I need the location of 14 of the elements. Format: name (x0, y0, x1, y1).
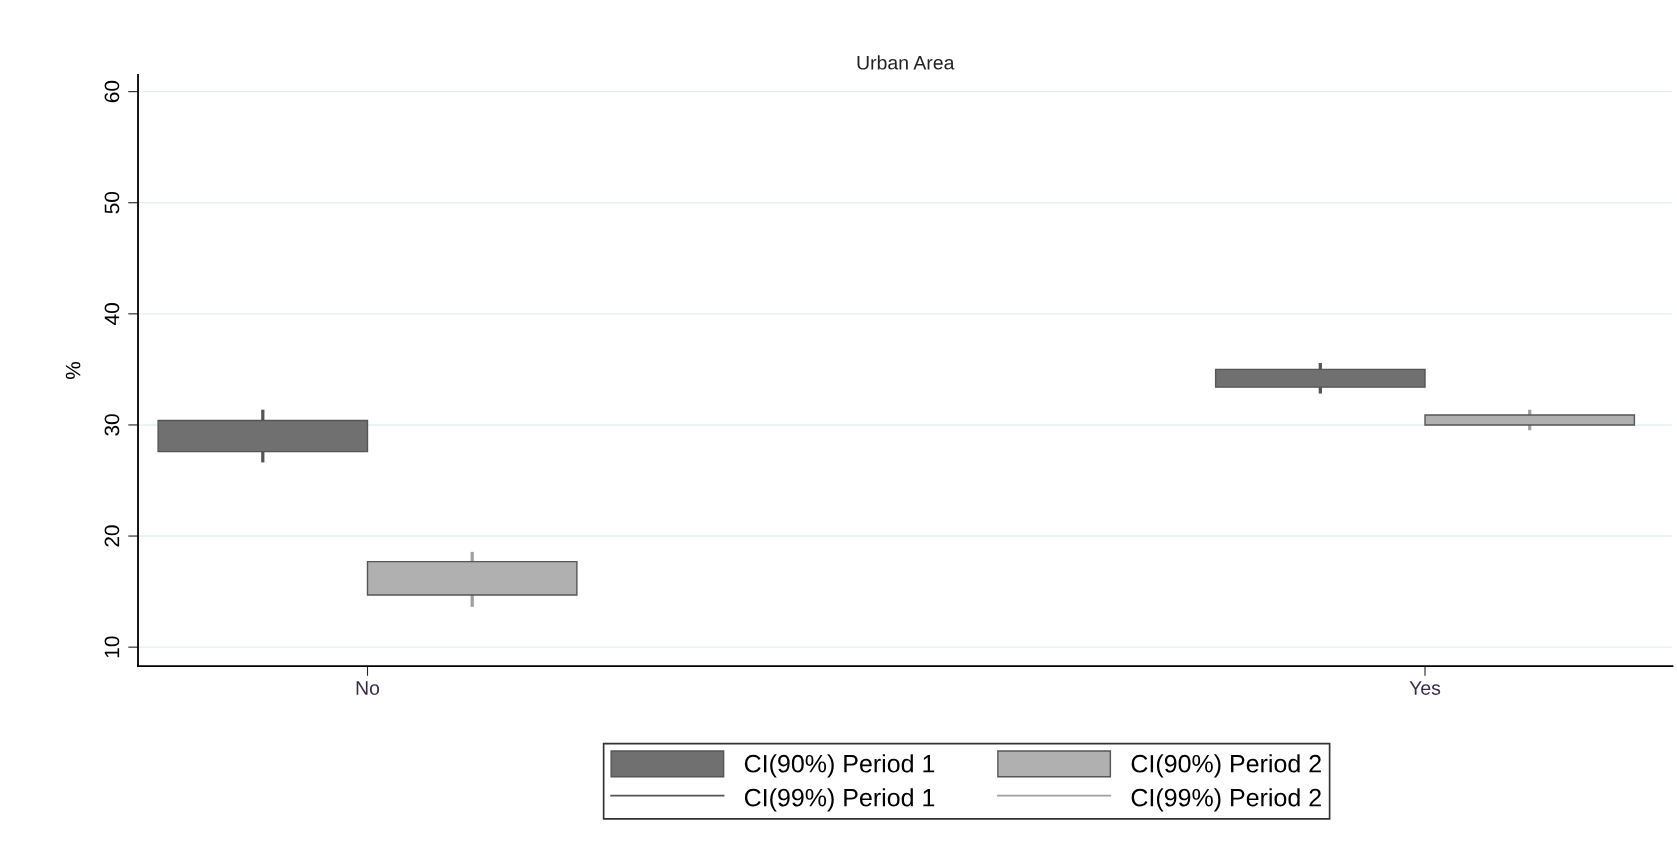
legend-label: CI(90%) Period 2 (1131, 754, 1321, 778)
legend-label: CI(99%) Period 1 (744, 788, 935, 812)
y-tick-label: 20 (104, 525, 120, 547)
y-tick-label: 30 (104, 414, 120, 436)
y-tick-label: 50 (104, 191, 120, 214)
y-tick-label: 10 (104, 636, 120, 658)
legend-label: CI(99%) Period 2 (1131, 788, 1321, 812)
y-tick-label: 60 (104, 80, 120, 103)
x-tick-label: Yes (1409, 681, 1441, 695)
y-axis-title: % (65, 361, 81, 380)
x-tick-label: No (356, 681, 380, 695)
y-tick-label: 40 (104, 303, 120, 325)
legend-label: CI(90%) Period 1 (744, 754, 935, 778)
chart-title: Urban Area (857, 55, 955, 70)
